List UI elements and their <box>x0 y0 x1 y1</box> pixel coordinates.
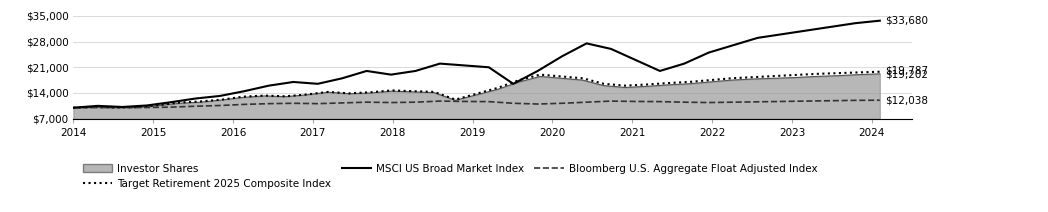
Text: $19,202: $19,202 <box>886 70 929 80</box>
Text: $12,038: $12,038 <box>886 95 929 105</box>
Legend: Investor Shares, Target Retirement 2025 Composite Index, MSCI US Broad Market In: Investor Shares, Target Retirement 2025 … <box>79 159 822 193</box>
Text: $19,787: $19,787 <box>886 66 929 76</box>
Text: $33,680: $33,680 <box>886 16 929 26</box>
